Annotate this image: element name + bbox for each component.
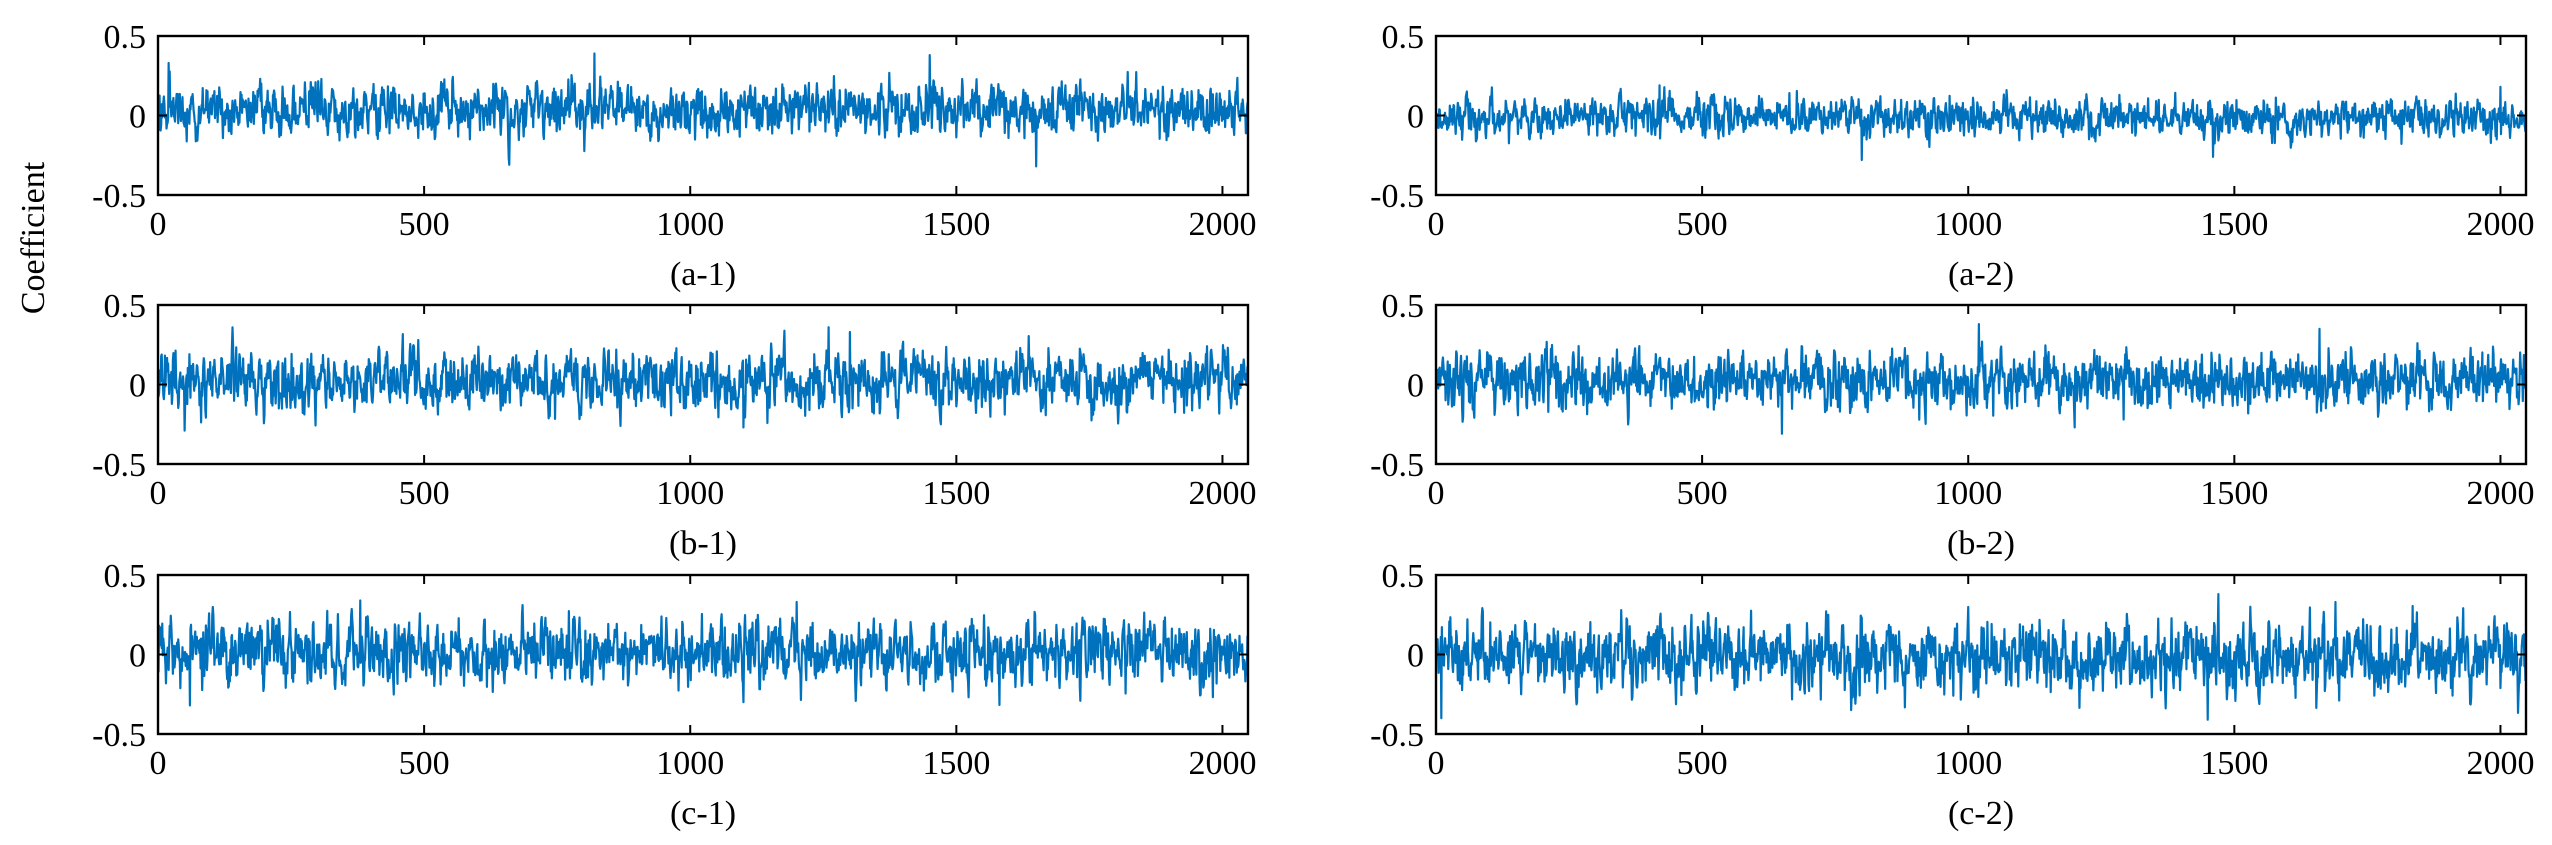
y-tick-label: 0.5 xyxy=(1382,288,1425,325)
x-tick-label: 1500 xyxy=(922,206,990,243)
x-tick-label: 1500 xyxy=(2200,475,2268,512)
x-tick-label: 0 xyxy=(150,475,167,512)
x-tick-label: 0 xyxy=(1428,475,1445,512)
series-line xyxy=(1436,84,2526,162)
y-tick-label: 0 xyxy=(129,99,146,136)
x-tick-label: 2000 xyxy=(1188,745,1256,782)
panel-caption: (a-2) xyxy=(1948,256,2014,293)
panel-caption: (b-1) xyxy=(669,525,737,562)
x-tick-label: 0 xyxy=(1428,206,1445,243)
x-tick-label: 1000 xyxy=(656,475,724,512)
x-tick-label: 1500 xyxy=(2200,745,2268,782)
x-tick-label: 1000 xyxy=(656,206,724,243)
x-tick-label: 500 xyxy=(1677,475,1728,512)
y-tick-label: -0.5 xyxy=(92,447,146,484)
x-tick-label: 0 xyxy=(150,745,167,782)
x-tick-label: 500 xyxy=(1677,206,1728,243)
x-tick-label: 2000 xyxy=(2466,206,2534,243)
y-tick-label: 0 xyxy=(1407,638,1424,675)
y-tick-label: 0.5 xyxy=(104,558,147,595)
y-tick-label: 0.5 xyxy=(1382,19,1425,56)
x-tick-label: 0 xyxy=(1428,745,1445,782)
x-tick-label: 500 xyxy=(1677,745,1728,782)
y-tick-label: 0.5 xyxy=(104,288,147,325)
y-tick-label: 0 xyxy=(1407,99,1424,136)
x-tick-label: 1500 xyxy=(2200,206,2268,243)
panel-caption: (a-1) xyxy=(670,256,736,293)
x-tick-label: 1000 xyxy=(1934,745,2002,782)
panel-caption: (c-1) xyxy=(670,795,736,832)
y-tick-label: -0.5 xyxy=(1370,178,1424,215)
y-tick-label: 0.5 xyxy=(104,19,147,56)
y-tick-label: -0.5 xyxy=(92,178,146,215)
x-tick-label: 500 xyxy=(399,206,450,243)
y-tick-label: -0.5 xyxy=(1370,447,1424,484)
panel-caption: (c-2) xyxy=(1948,795,2014,832)
x-tick-label: 2000 xyxy=(1188,475,1256,512)
y-tick-label: 0 xyxy=(1407,368,1424,405)
series-line xyxy=(158,52,1248,168)
y-tick-label: 0.5 xyxy=(1382,558,1425,595)
series-line xyxy=(1436,592,2526,721)
x-tick-label: 2000 xyxy=(2466,745,2534,782)
series-line xyxy=(158,326,1248,432)
x-tick-label: 500 xyxy=(399,745,450,782)
series-line xyxy=(158,599,1248,707)
x-tick-label: 1000 xyxy=(1934,206,2002,243)
y-tick-label: 0 xyxy=(129,368,146,405)
x-tick-label: 2000 xyxy=(2466,475,2534,512)
x-tick-label: 0 xyxy=(150,206,167,243)
x-tick-label: 1500 xyxy=(922,745,990,782)
y-axis-title: Coefficient xyxy=(15,161,52,314)
x-tick-label: 1000 xyxy=(1934,475,2002,512)
x-tick-label: 1000 xyxy=(656,745,724,782)
panel-caption: (b-2) xyxy=(1947,525,2015,562)
y-tick-label: -0.5 xyxy=(92,717,146,754)
y-tick-label: -0.5 xyxy=(1370,717,1424,754)
x-tick-label: 500 xyxy=(399,475,450,512)
x-tick-label: 2000 xyxy=(1188,206,1256,243)
x-tick-label: 1500 xyxy=(922,475,990,512)
series-line xyxy=(1436,322,2526,435)
y-tick-label: 0 xyxy=(129,638,146,675)
